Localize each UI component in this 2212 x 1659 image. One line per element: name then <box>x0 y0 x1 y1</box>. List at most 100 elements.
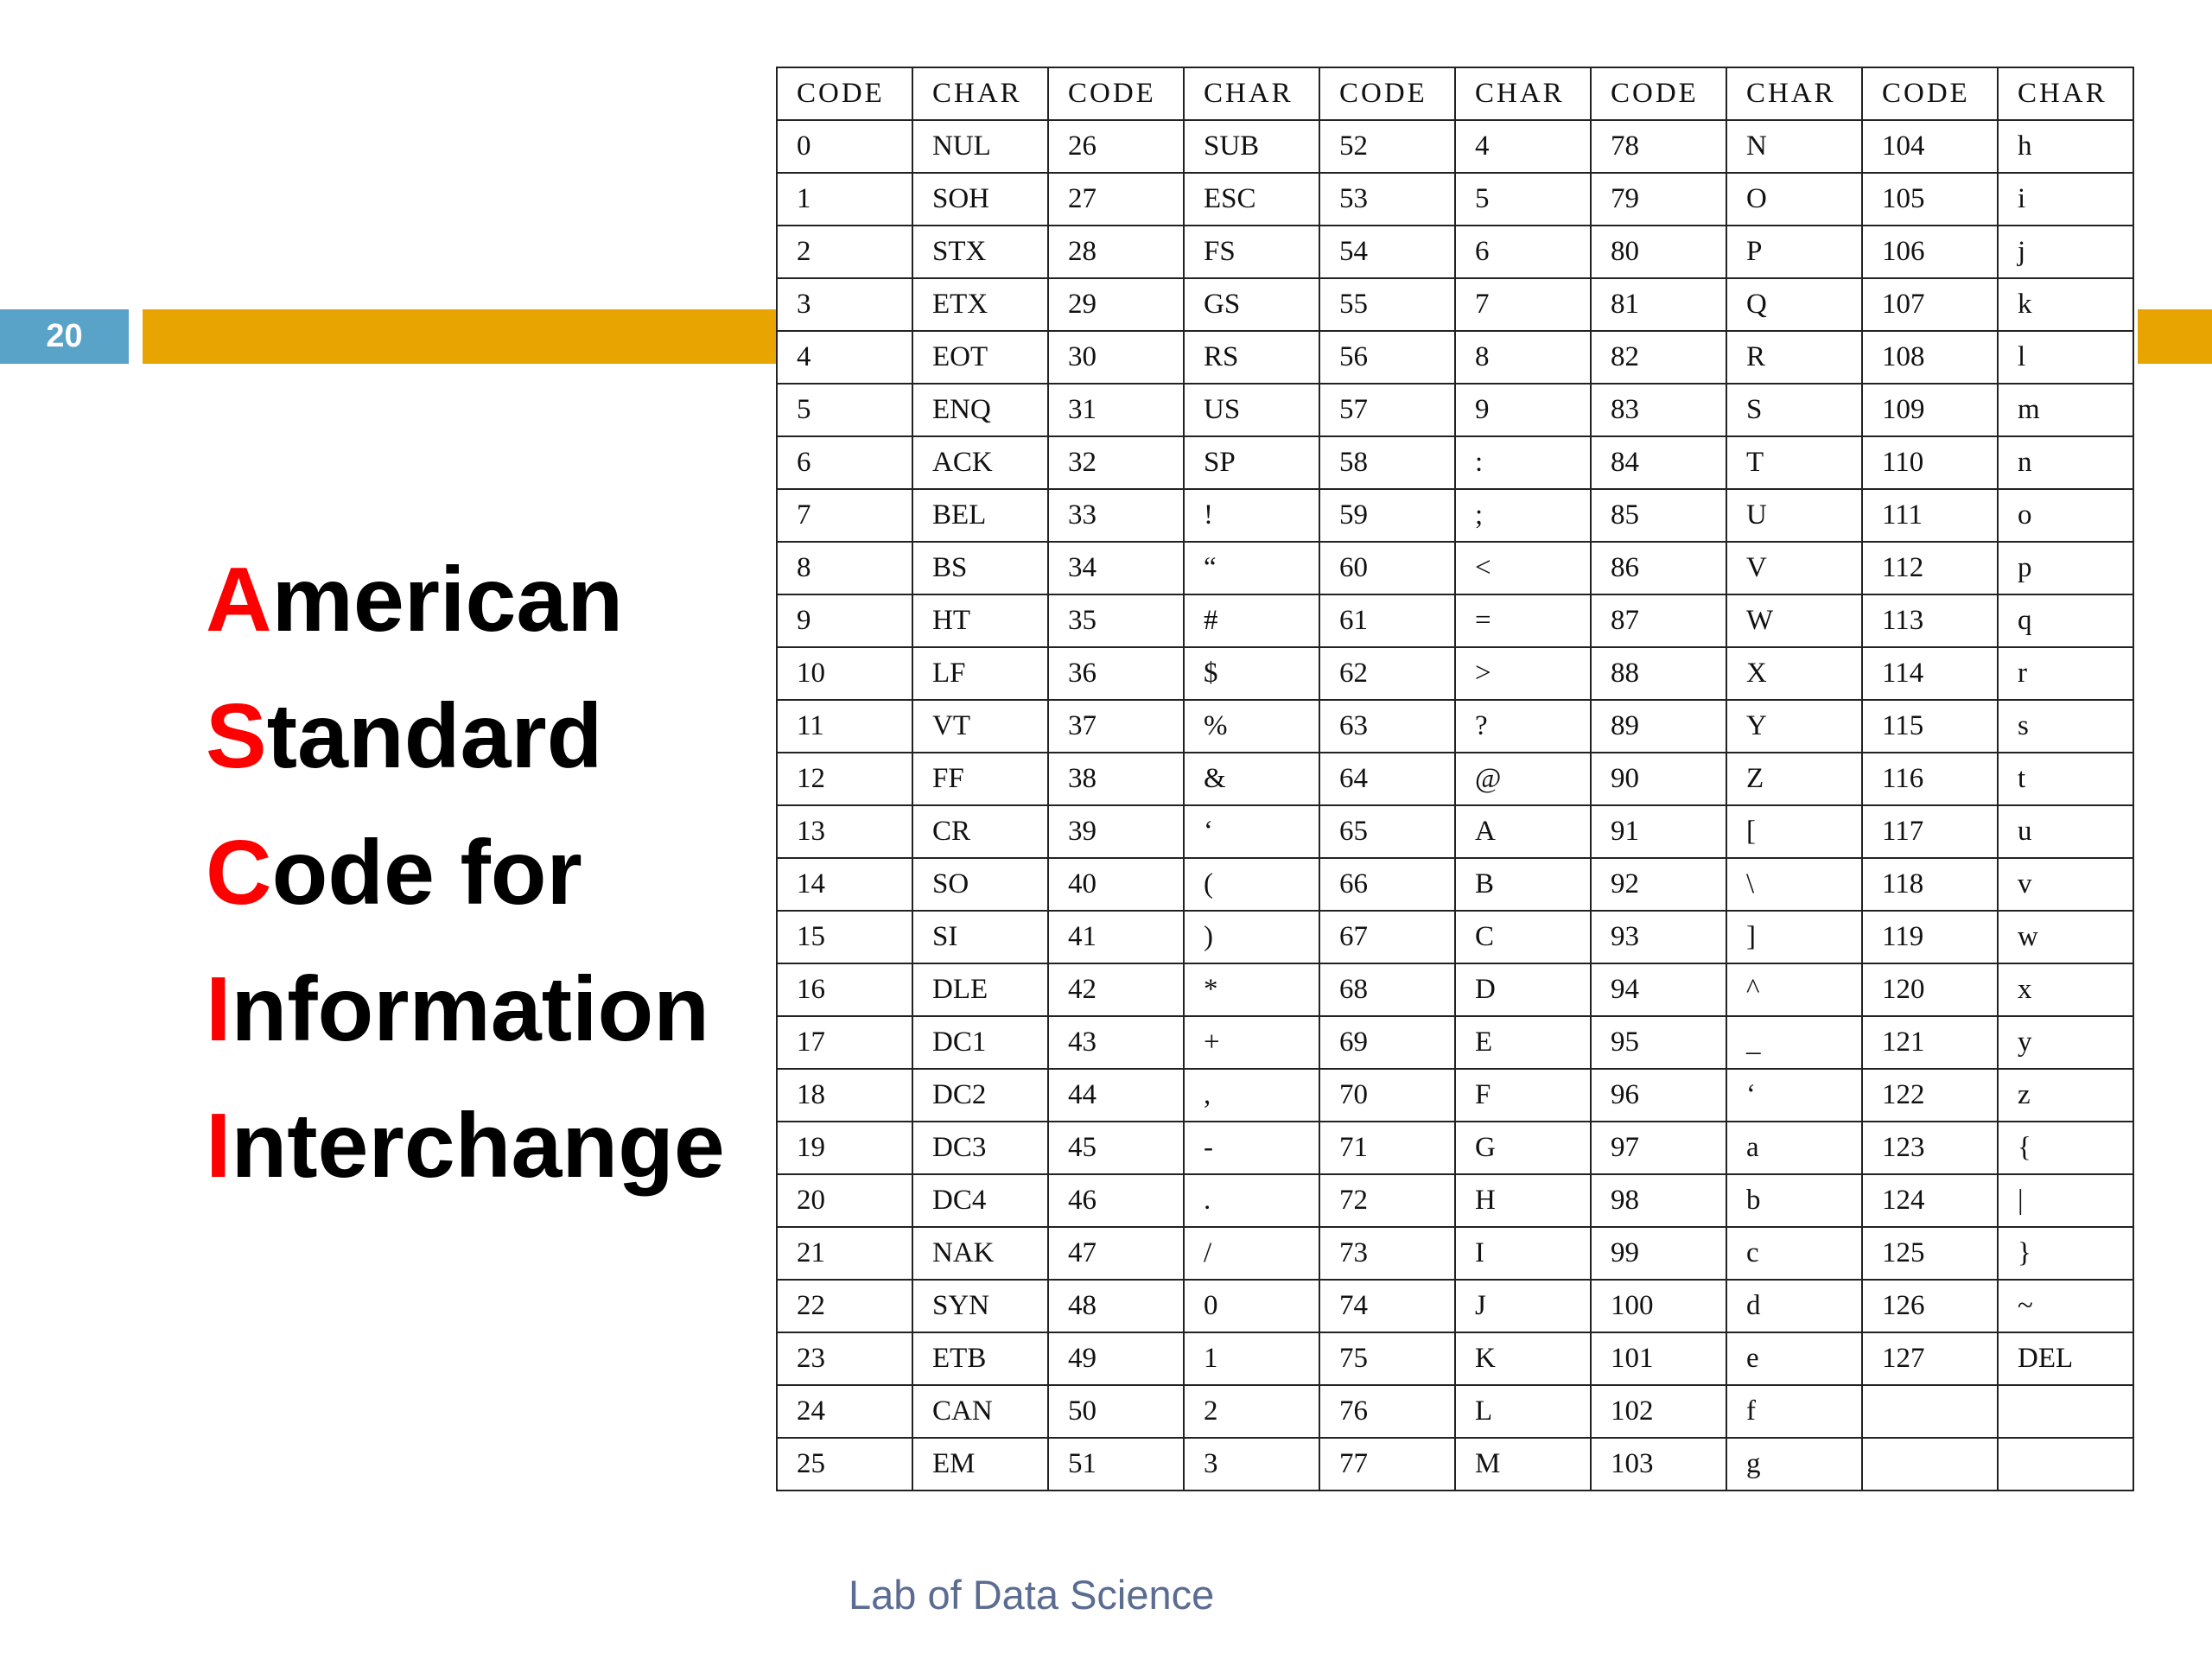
char-cell: ? <box>1454 699 1592 753</box>
code-cell: 12 <box>776 752 913 806</box>
char-cell: CR <box>912 804 1049 859</box>
table-row: 6 ACK 32 SP 58:84 T 110 n <box>776 435 2134 490</box>
code-cell: 88 <box>1590 646 1727 701</box>
accent-band-right <box>2138 309 2212 364</box>
title-rest: ode for <box>271 822 582 924</box>
code-cell: 22 <box>776 1279 913 1333</box>
title-initial: A <box>206 549 272 651</box>
code-cell: 40 <box>1047 857 1185 912</box>
char-cell: 8 <box>1454 330 1592 385</box>
char-cell: s <box>1997 699 2134 753</box>
char-cell: j <box>1997 225 2134 279</box>
char-cell: u <box>1997 804 2134 859</box>
char-cell: R <box>1726 330 1863 385</box>
char-cell: I <box>1454 1226 1592 1281</box>
code-cell: 92 <box>1590 857 1727 912</box>
code-cell: 32 <box>1047 435 1185 490</box>
code-cell: 77 <box>1319 1437 1456 1491</box>
char-cell: VT <box>912 699 1049 753</box>
code-cell: 115 <box>1861 699 1999 753</box>
table-row: 5 ENQ 31 US 57 9 83 S 109 m <box>776 383 2134 437</box>
char-cell: H <box>1454 1173 1592 1228</box>
code-cell: 19 <box>776 1121 913 1175</box>
code-cell: 23 <box>776 1332 913 1386</box>
char-cell: US <box>1183 383 1320 437</box>
title-initial: I <box>206 958 232 1060</box>
code-cell: 99 <box>1590 1226 1727 1281</box>
code-cell: 101 <box>1590 1332 1727 1386</box>
char-cell: SYN <box>912 1279 1049 1333</box>
char-cell: . <box>1183 1173 1320 1228</box>
char-cell: y <box>1997 1015 2134 1070</box>
char-cell: + <box>1183 1015 1320 1070</box>
code-cell: 61 <box>1319 594 1456 648</box>
char-cell: SO <box>912 857 1049 912</box>
table-row: 24 CAN 50 2 76 L 102 f <box>776 1384 2134 1439</box>
char-cell: > <box>1454 646 1592 701</box>
title-line: Code for <box>206 804 725 941</box>
code-cell: 3 <box>776 277 913 332</box>
char-cell: U <box>1726 488 1863 543</box>
code-cell: 37 <box>1047 699 1185 753</box>
table-row: 16 DLE 42 * 68 D 94 ^ 120 x <box>776 963 2134 1017</box>
code-cell: 25 <box>776 1437 913 1491</box>
char-cell: , <box>1183 1068 1320 1122</box>
code-cell: 2 <box>776 225 913 279</box>
table-row: 3 ETX 29 GS 55 7 81 Q 107 k <box>776 277 2134 332</box>
code-cell: 68 <box>1319 963 1456 1017</box>
table-row: 2 STX 28 FS 54 6 80 P 106 j <box>776 225 2134 279</box>
code-cell: 107 <box>1861 277 1999 332</box>
code-cell: 18 <box>776 1068 913 1122</box>
code-cell: 58 <box>1319 435 1456 490</box>
table-row: 14 SO 40(66 B 92 \ 118 v <box>776 857 2134 912</box>
table-row: 19 DC3 45-71 G 97 a 123{ <box>776 1121 2134 1175</box>
code-cell: 69 <box>1319 1015 1456 1070</box>
title-line: Interchange <box>206 1077 725 1214</box>
char-cell: ENQ <box>912 383 1049 437</box>
char-cell: N <box>1726 119 1863 174</box>
char-cell: c <box>1726 1226 1863 1281</box>
code-cell: 59 <box>1319 488 1456 543</box>
code-cell: 74 <box>1319 1279 1456 1333</box>
code-cell: 87 <box>1590 594 1727 648</box>
code-cell <box>1861 1437 1999 1491</box>
char-cell: @ <box>1454 752 1592 806</box>
column-header: CHAR <box>1183 67 1320 121</box>
char-cell: DLE <box>912 963 1049 1017</box>
char-cell: } <box>1997 1226 2134 1281</box>
char-cell: SP <box>1183 435 1320 490</box>
title-rest: nformation <box>231 958 709 1060</box>
char-cell: ] <box>1726 910 1863 964</box>
char-cell: SUB <box>1183 119 1320 174</box>
code-cell: 34 <box>1047 541 1185 595</box>
slide-number: 20 <box>0 309 129 364</box>
slide-title: American Standard Code for Information I… <box>206 531 725 1214</box>
char-cell: 2 <box>1183 1384 1320 1439</box>
code-cell: 79 <box>1590 172 1727 226</box>
code-cell: 43 <box>1047 1015 1185 1070</box>
code-cell: 45 <box>1047 1121 1185 1175</box>
code-cell: 94 <box>1590 963 1727 1017</box>
char-cell: / <box>1183 1226 1320 1281</box>
char-cell: ) <box>1183 910 1320 964</box>
code-cell: 29 <box>1047 277 1185 332</box>
code-cell: 104 <box>1861 119 1999 174</box>
code-cell: 6 <box>776 435 913 490</box>
char-cell: ETX <box>912 277 1049 332</box>
char-cell <box>1997 1437 2134 1491</box>
char-cell: m <box>1997 383 2134 437</box>
char-cell: e <box>1726 1332 1863 1386</box>
code-cell: 85 <box>1590 488 1727 543</box>
table-body: 0 NUL 26 SUB 52 4 78 N 104 h 1 SOH 27 ESC 53 5 79 O 105 i 2 S… <box>776 119 2134 1491</box>
char-cell: w <box>1997 910 2134 964</box>
char-cell: d <box>1726 1279 1863 1333</box>
char-cell: G <box>1454 1121 1592 1175</box>
code-cell: 119 <box>1861 910 1999 964</box>
char-cell: 9 <box>1454 383 1592 437</box>
char-cell: GS <box>1183 277 1320 332</box>
column-header: CHAR <box>1454 67 1592 121</box>
char-cell: ‘ <box>1726 1068 1863 1122</box>
char-cell: b <box>1726 1173 1863 1228</box>
column-header: CODE <box>776 67 913 121</box>
table-row: 0 NUL 26 SUB 52 4 78 N 104 h <box>776 119 2134 174</box>
